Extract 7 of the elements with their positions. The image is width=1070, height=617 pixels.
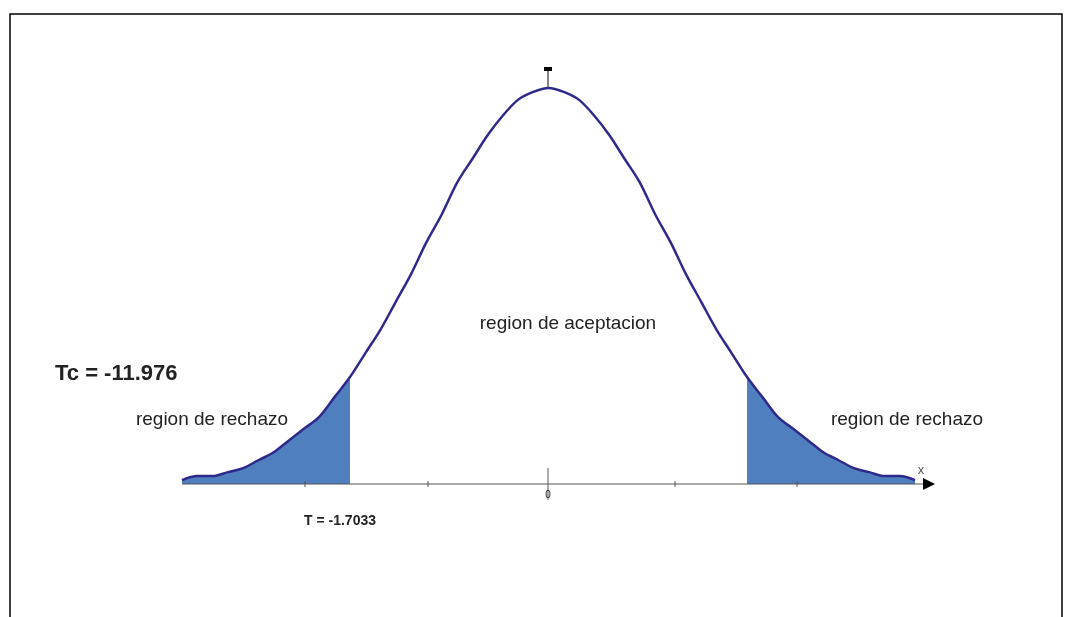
text: T = -1.7033	[304, 512, 377, 528]
x-axis-title: x	[917, 462, 925, 477]
annotation: region de aceptacion	[479, 312, 657, 333]
annotation: region de rechazo	[830, 408, 984, 429]
text: 0	[545, 489, 552, 500]
text: Tc = -11.976	[55, 360, 178, 385]
annotation: region de rechazo	[135, 408, 289, 429]
